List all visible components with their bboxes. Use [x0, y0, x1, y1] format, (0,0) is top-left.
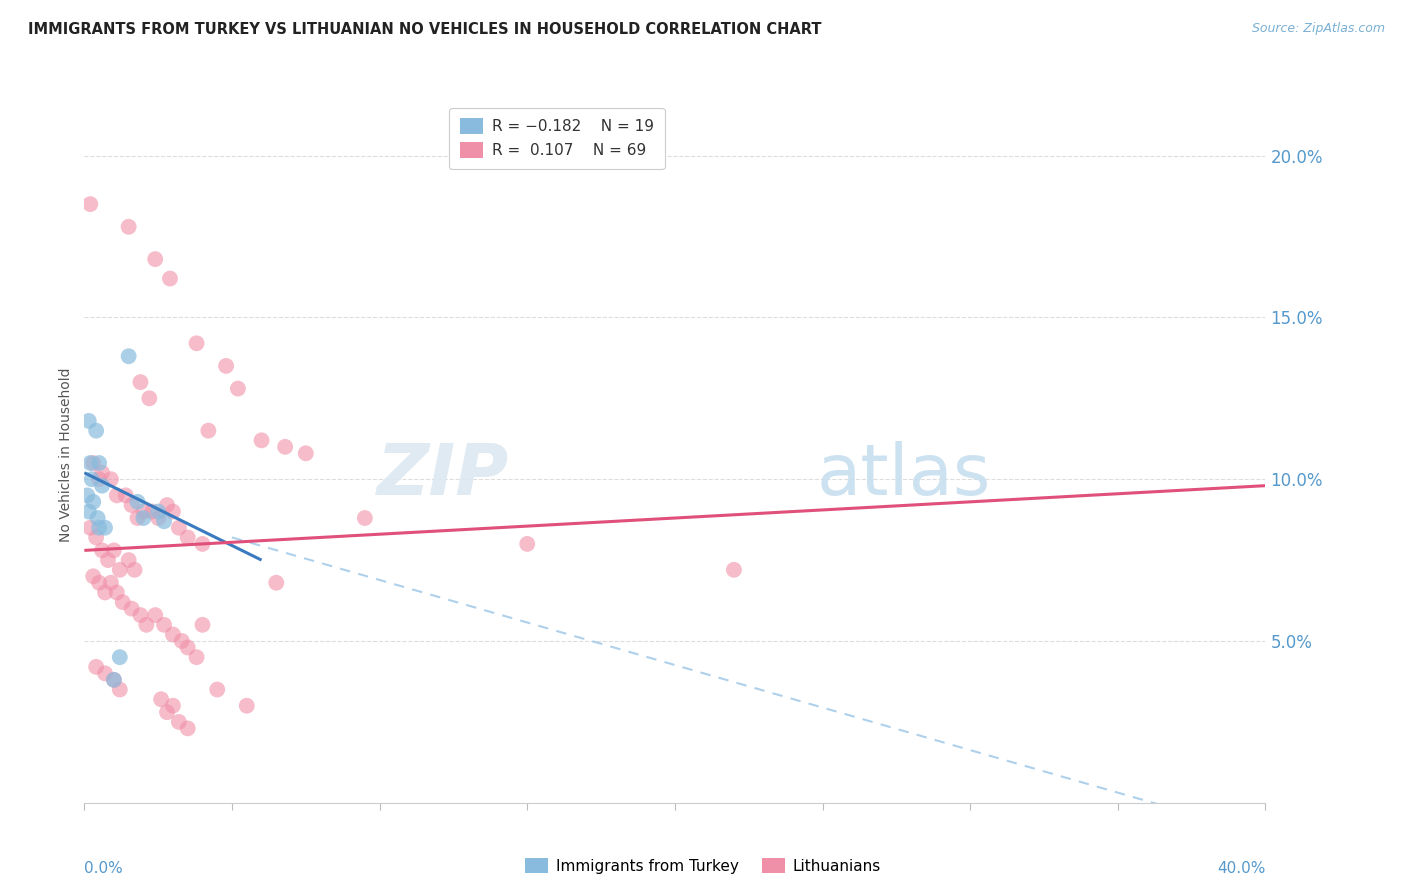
- Point: [191, 537, 214, 551]
- Point: [215, 359, 238, 373]
- Point: [89, 575, 111, 590]
- Point: [127, 495, 149, 509]
- Point: [97, 553, 120, 567]
- Point: [103, 673, 125, 687]
- Point: [105, 585, 128, 599]
- Point: [108, 650, 131, 665]
- Point: [127, 511, 149, 525]
- Point: [264, 575, 288, 590]
- Point: [77, 414, 100, 428]
- Point: [226, 382, 249, 396]
- Point: [103, 673, 125, 687]
- Point: [105, 488, 128, 502]
- Point: [118, 349, 141, 363]
- Point: [86, 511, 108, 525]
- Point: [89, 472, 111, 486]
- Point: [89, 521, 111, 535]
- Point: [82, 569, 104, 583]
- Point: [148, 511, 170, 525]
- Point: [82, 456, 104, 470]
- Point: [167, 714, 190, 729]
- Point: [132, 504, 155, 518]
- Point: [159, 271, 181, 285]
- Point: [148, 504, 170, 518]
- Point: [162, 504, 184, 518]
- Point: [205, 682, 228, 697]
- Point: [167, 521, 190, 535]
- Point: [170, 634, 193, 648]
- Point: [118, 219, 141, 234]
- Point: [354, 511, 377, 525]
- Y-axis label: No Vehicles in Household: No Vehicles in Household: [59, 368, 73, 542]
- Point: [138, 392, 160, 406]
- Point: [108, 682, 131, 697]
- Point: [94, 521, 117, 535]
- Point: [111, 595, 134, 609]
- Point: [84, 660, 107, 674]
- Point: [82, 495, 104, 509]
- Point: [84, 531, 107, 545]
- Point: [100, 472, 122, 486]
- Point: [723, 563, 745, 577]
- Point: [177, 640, 200, 655]
- Point: [94, 666, 117, 681]
- Point: [124, 563, 146, 577]
- Point: [94, 585, 117, 599]
- Legend: R = −0.182    N = 19, R =  0.107    N = 69: R = −0.182 N = 19, R = 0.107 N = 69: [449, 108, 665, 169]
- Point: [132, 511, 155, 525]
- Legend: Immigrants from Turkey, Lithuanians: Immigrants from Turkey, Lithuanians: [519, 852, 887, 880]
- Text: atlas: atlas: [817, 442, 991, 510]
- Point: [150, 692, 173, 706]
- Point: [79, 456, 101, 470]
- Text: Source: ZipAtlas.com: Source: ZipAtlas.com: [1251, 22, 1385, 36]
- Point: [84, 424, 107, 438]
- Point: [162, 627, 184, 641]
- Text: 40.0%: 40.0%: [1218, 861, 1265, 876]
- Point: [236, 698, 259, 713]
- Point: [79, 521, 101, 535]
- Point: [295, 446, 318, 460]
- Point: [103, 543, 125, 558]
- Text: 0.0%: 0.0%: [84, 861, 124, 876]
- Point: [108, 563, 131, 577]
- Point: [121, 601, 143, 615]
- Point: [153, 617, 176, 632]
- Point: [177, 722, 200, 736]
- Point: [91, 543, 114, 558]
- Point: [250, 434, 273, 448]
- Point: [186, 650, 208, 665]
- Point: [153, 514, 176, 528]
- Text: IMMIGRANTS FROM TURKEY VS LITHUANIAN NO VEHICLES IN HOUSEHOLD CORRELATION CHART: IMMIGRANTS FROM TURKEY VS LITHUANIAN NO …: [28, 22, 821, 37]
- Point: [162, 698, 184, 713]
- Point: [76, 488, 98, 502]
- Text: ZIP: ZIP: [377, 442, 509, 510]
- Point: [79, 197, 101, 211]
- Point: [89, 456, 111, 470]
- Point: [129, 375, 152, 389]
- Point: [91, 478, 114, 492]
- Point: [100, 575, 122, 590]
- Point: [156, 498, 179, 512]
- Point: [91, 466, 114, 480]
- Point: [121, 498, 143, 512]
- Point: [197, 424, 219, 438]
- Point: [129, 608, 152, 623]
- Point: [114, 488, 136, 502]
- Point: [177, 531, 200, 545]
- Point: [156, 705, 179, 719]
- Point: [274, 440, 297, 454]
- Point: [143, 252, 166, 267]
- Point: [186, 336, 208, 351]
- Point: [80, 472, 103, 486]
- Point: [143, 608, 166, 623]
- Point: [191, 617, 214, 632]
- Point: [77, 504, 100, 518]
- Point: [141, 504, 163, 518]
- Point: [135, 617, 157, 632]
- Point: [118, 553, 141, 567]
- Point: [516, 537, 538, 551]
